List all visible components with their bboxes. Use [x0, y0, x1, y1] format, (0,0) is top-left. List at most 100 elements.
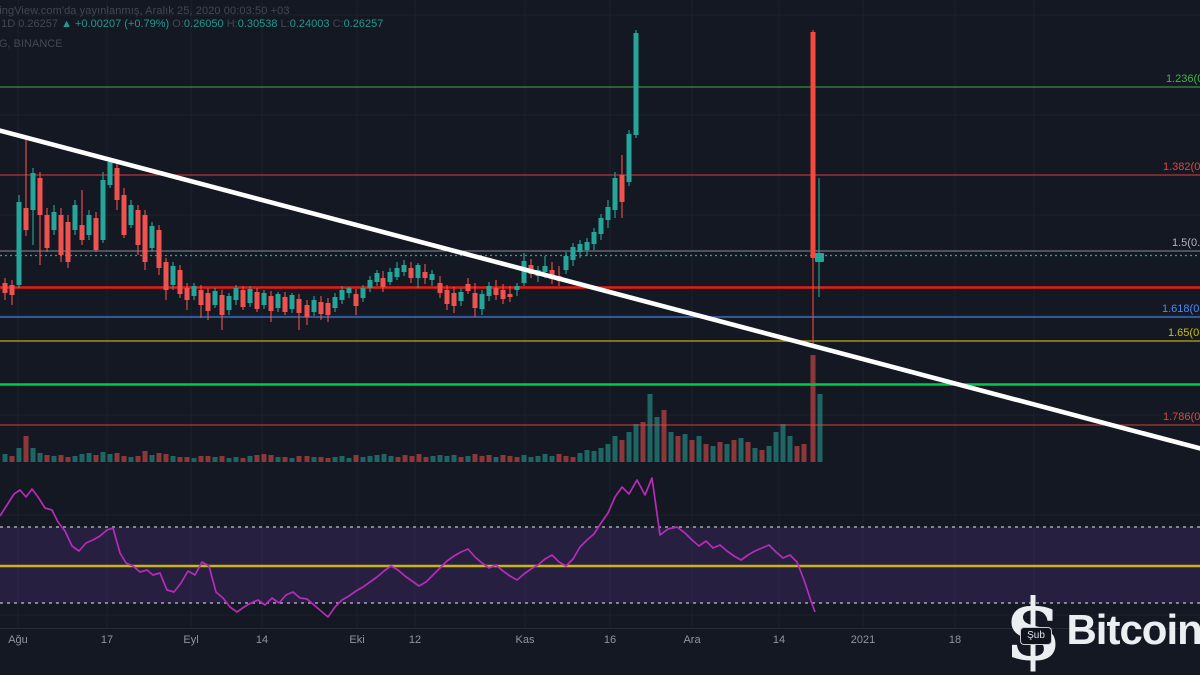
- volume-bars: [2, 355, 823, 462]
- candle-body: [226, 296, 232, 310]
- candle-body: [619, 175, 625, 202]
- volume-bar: [93, 455, 99, 462]
- candle-body: [177, 270, 183, 294]
- volume-bar: [773, 432, 779, 462]
- candle-body: [128, 205, 134, 225]
- volume-bar: [479, 456, 485, 462]
- candle-body: [810, 32, 816, 258]
- candle-body: [353, 294, 359, 306]
- volume-bar: [261, 454, 267, 462]
- volume-bar: [577, 453, 583, 462]
- axis-label: 17: [100, 634, 114, 646]
- fib-level-label: 1.382(0.: [1163, 161, 1200, 173]
- candle-body: [198, 290, 204, 305]
- volume-bar: [198, 456, 204, 462]
- volume-bar: [121, 456, 127, 462]
- fib-level-label: 1.786(0.: [1163, 411, 1200, 423]
- volume-bar: [752, 448, 758, 462]
- candle-body: [577, 244, 583, 252]
- low-value: 0.24003: [289, 18, 330, 30]
- candle-body: [296, 299, 302, 313]
- candle-body: [240, 290, 246, 307]
- volume-bar: [311, 457, 317, 462]
- volume-bar: [65, 457, 71, 462]
- volume-bar: [759, 450, 765, 462]
- volume-bar: [23, 436, 29, 462]
- volume-bar: [472, 454, 478, 462]
- candle-body: [633, 33, 639, 135]
- candle-body: [135, 210, 141, 245]
- candle-body: [472, 293, 478, 308]
- volume-bar: [156, 453, 162, 462]
- volume-bar: [619, 440, 625, 462]
- rsi-line: [0, 477, 816, 618]
- volume-bar: [626, 432, 632, 462]
- close-label: C:: [332, 18, 344, 30]
- candle-body: [479, 294, 485, 309]
- volume-bar: [296, 456, 302, 462]
- volume-bar: [374, 455, 380, 462]
- volume-bar: [528, 457, 534, 462]
- volume-bar: [787, 436, 793, 462]
- volume-bar: [591, 451, 597, 462]
- volume-bar: [766, 446, 772, 462]
- volume-bar: [437, 455, 443, 462]
- low-label: L:: [280, 18, 290, 30]
- volume-bar: [794, 446, 800, 462]
- candle-body: [444, 290, 450, 304]
- candle-body: [212, 291, 218, 305]
- candle-body: [437, 283, 443, 293]
- volume-bar: [810, 355, 816, 462]
- candle-body: [591, 232, 597, 244]
- price-change: ▲ +0.00207 (+0.79%): [61, 18, 170, 30]
- volume-bar: [107, 454, 113, 462]
- candle-body: [9, 285, 15, 295]
- volume-bar: [507, 456, 513, 462]
- brand-watermark: $ BitcoinSis: [1004, 588, 1200, 672]
- volume-bar: [423, 457, 429, 462]
- candle-body: [23, 208, 29, 230]
- candle-body: [605, 207, 611, 220]
- volume-bar: [339, 456, 345, 462]
- candle-body: [289, 295, 295, 309]
- candle-body: [205, 293, 211, 311]
- volume-bar: [458, 457, 464, 462]
- volume-bar: [395, 457, 401, 462]
- volume-bar: [289, 458, 295, 462]
- volume-bar: [367, 456, 373, 462]
- candle-body: [380, 278, 386, 287]
- candle-body: [584, 242, 590, 250]
- volume-bar: [675, 436, 681, 462]
- brand-watermark-text: BitcoinSis: [1066, 606, 1200, 653]
- candle-body: [346, 288, 352, 293]
- volume-bar: [556, 454, 562, 462]
- volume-bar: [360, 457, 366, 462]
- volume-bar: [346, 458, 352, 462]
- candle-body: [184, 288, 190, 300]
- volume-bar: [682, 434, 688, 462]
- candle-body: [170, 266, 176, 285]
- axis-label: Eyl: [183, 634, 199, 646]
- fib-level-label: 1.5(0.: [1172, 237, 1200, 249]
- candle-body: [44, 215, 50, 248]
- time-axis[interactable]: Ağu 17 Eyl 14 Eki 12 Kas 16 Ara 14 2021 18: [0, 628, 1200, 675]
- axis-label: 2021: [850, 634, 876, 646]
- fib-level-label: 1.618(0.: [1162, 303, 1200, 315]
- volume-bar: [696, 436, 702, 462]
- candle-body: [142, 215, 148, 262]
- volume-bar: [58, 455, 64, 462]
- volume-bar: [780, 424, 786, 462]
- candle-body: [254, 292, 260, 309]
- level-lines: 1.236(0. 1.382(0. 1.5(0. 1.618(0. 1.65(0. 1.7…: [0, 73, 1200, 426]
- volume-bar: [738, 438, 744, 462]
- volume-bar: [212, 457, 218, 462]
- volume-bar: [275, 457, 281, 462]
- candle-body: [394, 268, 400, 277]
- candle-body: [542, 266, 548, 272]
- fib-level-label: 1.236(0.: [1166, 73, 1200, 85]
- candle-body: [65, 222, 71, 262]
- candle-body: [247, 289, 253, 303]
- candle-body: [374, 273, 380, 282]
- volume-bar: [318, 457, 324, 462]
